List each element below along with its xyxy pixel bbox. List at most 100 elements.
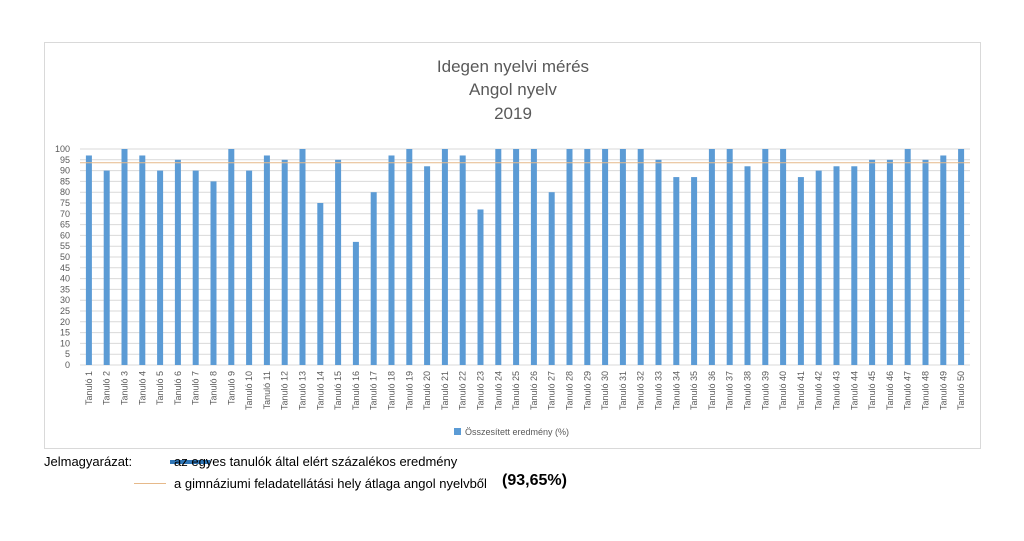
y-tick-label: 45	[60, 263, 70, 273]
bar	[726, 149, 733, 365]
bar	[424, 166, 431, 365]
x-tick-label: Tanuló 29	[582, 371, 592, 410]
bar	[335, 159, 342, 365]
y-tick-label: 70	[60, 209, 70, 219]
y-tick-label: 10	[60, 338, 70, 348]
x-tick-label: Tanuló 33	[654, 371, 664, 410]
x-tick-label: Tanuló 3	[120, 371, 130, 405]
bar	[886, 159, 893, 365]
bar	[619, 149, 626, 365]
y-tick-label: 100	[55, 144, 70, 154]
bar-legend-text: az egyes tanulók által elért százalékos …	[174, 454, 458, 469]
x-tick-label: Tanuló 43	[832, 371, 842, 410]
average-legend-value: (93,65%)	[502, 472, 567, 489]
bar	[958, 149, 965, 365]
x-tick-label: Tanuló 50	[956, 371, 966, 410]
x-tick-label: Tanuló 44	[849, 371, 859, 410]
x-tick-label: Tanuló 30	[600, 371, 610, 410]
x-tick-label: Tanuló 10	[244, 371, 254, 410]
y-tick-label: 80	[60, 187, 70, 197]
bar	[744, 166, 751, 365]
x-tick-label: Tanuló 24	[493, 371, 503, 410]
bar	[406, 149, 413, 365]
bar	[904, 149, 911, 365]
bar	[352, 241, 359, 365]
bar	[655, 159, 662, 365]
x-tick-label: Tanuló 12	[280, 371, 290, 410]
bar	[513, 149, 520, 365]
bar	[637, 149, 644, 365]
x-tick-label: Tanuló 15	[333, 371, 343, 410]
x-tick-label: Tanuló 34	[671, 371, 681, 410]
average-legend-text: a gimnáziumi feladatellátási hely átlaga…	[174, 476, 487, 491]
legend-label: Jelmagyarázat:	[44, 454, 133, 469]
x-tick-label: Tanuló 5	[155, 371, 165, 405]
x-tick-label: Tanuló 47	[903, 371, 913, 410]
bar	[708, 149, 715, 365]
y-tick-label: 35	[60, 284, 70, 294]
bar	[797, 177, 804, 365]
chart-frame: Idegen nyelvi mérés Angol nyelv 2019 0 5 10 15…	[44, 42, 981, 449]
y-tick-label: 40	[60, 274, 70, 284]
y-tick-label: 65	[60, 220, 70, 230]
bar	[566, 149, 573, 365]
y-tick-label: 30	[60, 295, 70, 305]
bar	[157, 170, 164, 365]
bar	[192, 170, 199, 365]
bar	[139, 155, 146, 365]
x-tick-label: Tanuló 26	[529, 371, 539, 410]
bar	[851, 166, 858, 365]
x-tick-label: Tanuló 9	[226, 371, 236, 405]
x-tick-label: Tanuló 42	[814, 371, 824, 410]
x-tick-label: Tanuló 19	[404, 371, 414, 410]
x-tick-label: Tanuló 36	[707, 371, 717, 410]
bar	[317, 203, 324, 365]
bar	[103, 170, 110, 365]
bar	[441, 149, 448, 365]
y-tick-label: 50	[60, 252, 70, 262]
legend-series-name: Összesített eredmény (%)	[465, 427, 569, 437]
x-tick-label: Tanuló 6	[173, 371, 183, 405]
bar	[388, 155, 395, 365]
x-tick-label: Tanuló 20	[422, 371, 432, 410]
bar	[780, 149, 787, 365]
x-tick-label: Tanuló 4	[137, 371, 147, 405]
bar	[940, 155, 947, 365]
legend-swatch	[454, 428, 461, 435]
x-tick-label: Tanuló 31	[618, 371, 628, 410]
x-tick-label: Tanuló 2	[102, 371, 112, 405]
x-tick-label: Tanuló 11	[262, 371, 272, 409]
x-tick-label: Tanuló 35	[689, 371, 699, 410]
bar	[815, 170, 822, 365]
x-tick-label: Tanuló 45	[867, 371, 877, 410]
x-tick-label: Tanuló 16	[351, 371, 361, 410]
bar	[299, 149, 306, 365]
y-tick-label: 55	[60, 241, 70, 251]
x-tick-label: Tanuló 27	[547, 371, 557, 410]
y-tick-label: 0	[65, 360, 70, 370]
x-tick-label: Tanuló 21	[440, 371, 450, 410]
y-tick-label: 85	[60, 176, 70, 186]
x-tick-label: Tanuló 23	[476, 371, 486, 410]
x-tick-label: Tanuló 40	[778, 371, 788, 410]
x-tick-label: Tanuló 38	[743, 371, 753, 410]
average-legend-line	[134, 483, 166, 484]
x-tick-label: Tanuló 25	[511, 371, 521, 410]
y-tick-label: 95	[60, 155, 70, 165]
x-tick-label: Tanuló 1	[84, 371, 94, 405]
legend-explanation: Jelmagyarázat: az egyes tanulók által el…	[44, 452, 944, 532]
y-tick-label: 90	[60, 166, 70, 176]
x-tick-label: Tanuló 22	[458, 371, 468, 410]
bar	[833, 166, 840, 365]
x-tick-label: Tanuló 18	[387, 371, 397, 410]
y-tick-label: 25	[60, 306, 70, 316]
bar	[762, 149, 769, 365]
x-tick-label: Tanuló 14	[315, 371, 325, 410]
bar	[673, 177, 680, 365]
bar	[548, 192, 555, 365]
y-tick-label: 60	[60, 230, 70, 240]
x-tick-label: Tanuló 13	[298, 371, 308, 410]
bar	[121, 149, 128, 365]
y-tick-label: 20	[60, 317, 70, 327]
x-tick-label: Tanuló 28	[565, 371, 575, 410]
